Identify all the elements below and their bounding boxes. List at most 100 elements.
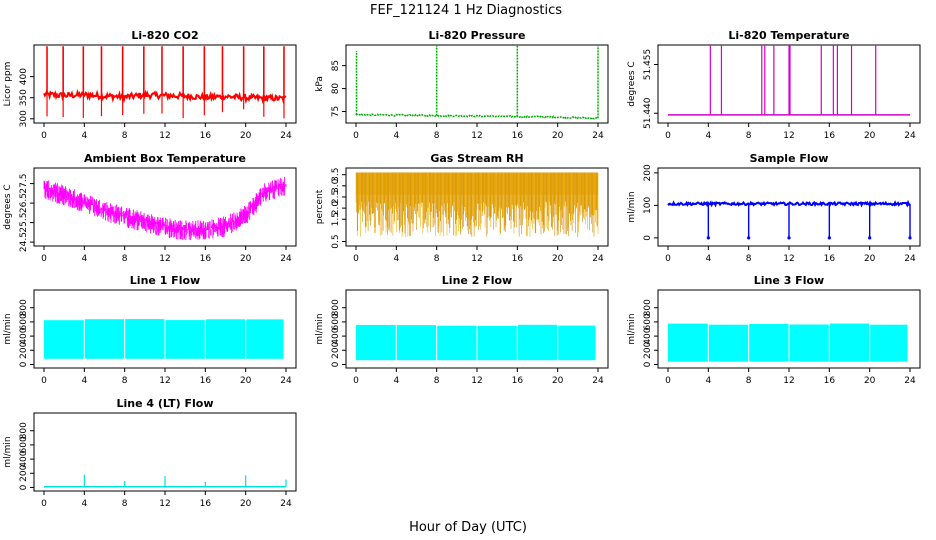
chart-panel-3: Li-820 Temperature degrees C 0 4 8 12 16 20 24 51…	[627, 29, 921, 141]
x-tick-label: 4	[81, 376, 87, 386]
series-band	[789, 324, 829, 362]
x-tick-label: 8	[122, 499, 128, 509]
x-tick-label: 16	[512, 254, 524, 264]
y-tick-label: 85	[331, 60, 341, 71]
y-tick-label: 600	[643, 313, 653, 330]
series-band	[749, 324, 789, 362]
y-tick-label: 400	[19, 450, 29, 467]
dip-point	[787, 236, 791, 240]
panel-title: Sample Flow	[750, 152, 829, 165]
x-tick-label: 24	[280, 499, 292, 509]
x-tick-label: 0	[353, 376, 359, 386]
series-line	[667, 199, 911, 208]
y-tick-label: 200	[643, 341, 653, 358]
y-tick-label: 400	[19, 327, 29, 344]
y-tick-label: 300	[19, 110, 29, 127]
series-band	[870, 324, 908, 362]
figure-xlabel: Hour of Day (UTC)	[409, 520, 527, 535]
y-tick-label: 200	[643, 164, 653, 181]
x-tick-label: 4	[81, 499, 87, 509]
x-tick-label: 20	[864, 376, 876, 386]
x-tick-label: 12	[783, 131, 794, 141]
y-tick-label: 800	[643, 299, 653, 316]
series-band	[205, 319, 246, 359]
x-tick-label: 4	[393, 131, 399, 141]
x-tick-label: 20	[864, 254, 876, 264]
chart-panel-6: Sample Flow ml/min 0 4 8 12 16 20 24 0 100 200	[627, 152, 921, 264]
y-tick-label: 400	[643, 327, 653, 344]
y-tick-label: 2.0	[331, 201, 341, 216]
y-tick-label: 25.5	[19, 213, 29, 233]
x-tick-label: 4	[705, 254, 711, 264]
series-band	[396, 325, 437, 361]
y-axis-label: ml/min	[627, 191, 637, 222]
y-tick-label: 24.5	[19, 232, 29, 252]
x-tick-label: 8	[122, 254, 128, 264]
x-tick-label: 12	[783, 254, 794, 264]
panel-title: Li-820 Temperature	[728, 29, 849, 42]
x-tick-label: 4	[393, 254, 399, 264]
y-axis-label: percent	[315, 189, 325, 224]
series-band	[44, 320, 84, 359]
series-line	[43, 88, 287, 105]
figure-title: FEF_121124 1 Hz Diagnostics	[370, 3, 562, 18]
dip-point	[706, 236, 710, 240]
y-tick-label: 27.5	[19, 174, 29, 194]
y-tick-label: 1.5	[331, 212, 341, 226]
y-tick-label: 51.455	[643, 49, 653, 81]
y-tick-label: 26.5	[19, 193, 29, 213]
y-tick-label: 800	[331, 299, 341, 316]
series-band	[356, 324, 396, 361]
x-tick-label: 16	[200, 254, 212, 264]
series-band	[125, 319, 165, 359]
x-tick-label: 0	[41, 131, 47, 141]
x-tick-label: 8	[434, 254, 440, 264]
x-tick-label: 16	[200, 376, 212, 386]
x-tick-label: 8	[434, 376, 440, 386]
x-tick-label: 24	[904, 254, 916, 264]
chart-panel-8: Line 2 Flow ml/min 0 4 8 12 16 20 24 0 20040060080…	[315, 274, 609, 386]
series-band	[477, 325, 517, 361]
x-tick-label: 0	[41, 376, 47, 386]
x-tick-label: 12	[159, 131, 170, 141]
chart-panel-9: Line 3 Flow ml/min 0 4 8 12 16 20 24 0 20040060080…	[627, 274, 921, 386]
series-line	[355, 113, 599, 120]
x-tick-label: 16	[512, 131, 524, 141]
y-tick-label: 51.440	[643, 97, 653, 129]
y-tick-label: 0.5	[331, 234, 341, 248]
dip-point	[747, 236, 751, 240]
x-tick-label: 4	[705, 131, 711, 141]
chart-panel-1: Li-820 CO2 Licor ppm 0 4 8 12 16 20 24 300 350 400	[3, 29, 297, 141]
x-tick-label: 24	[592, 376, 604, 386]
x-tick-label: 12	[471, 131, 482, 141]
x-tick-label: 8	[122, 376, 128, 386]
y-tick-label: 0	[643, 361, 653, 367]
y-tick-label: 800	[19, 299, 29, 316]
x-tick-label: 8	[746, 376, 752, 386]
x-tick-label: 12	[159, 254, 170, 264]
x-tick-label: 20	[552, 131, 564, 141]
series-band	[165, 320, 205, 359]
y-tick-label: 0	[643, 235, 653, 241]
x-tick-label: 20	[864, 131, 876, 141]
x-tick-label: 12	[159, 376, 170, 386]
panel-title: Line 1 Flow	[130, 274, 200, 287]
panel-title: Line 4 (LT) Flow	[117, 397, 214, 410]
panel-title: Line 3 Flow	[754, 274, 824, 287]
x-tick-label: 8	[122, 131, 128, 141]
y-axis-label: degrees C	[627, 61, 637, 106]
y-tick-label: 2.5	[331, 190, 341, 204]
y-axis-label: ml/min	[3, 436, 13, 467]
x-tick-label: 24	[280, 131, 292, 141]
x-tick-label: 24	[592, 131, 604, 141]
x-tick-label: 20	[240, 376, 252, 386]
x-tick-label: 20	[552, 254, 564, 264]
chart-panel-2: Li-820 Pressure kPa 0 4 8 12 16 20 24 75 80 85	[315, 29, 609, 141]
x-tick-label: 4	[705, 376, 711, 386]
x-tick-label: 16	[824, 131, 836, 141]
x-tick-label: 16	[200, 131, 212, 141]
x-tick-label: 20	[552, 376, 564, 386]
x-tick-label: 4	[81, 131, 87, 141]
y-tick-label: 200	[331, 341, 341, 358]
x-tick-label: 24	[904, 376, 916, 386]
